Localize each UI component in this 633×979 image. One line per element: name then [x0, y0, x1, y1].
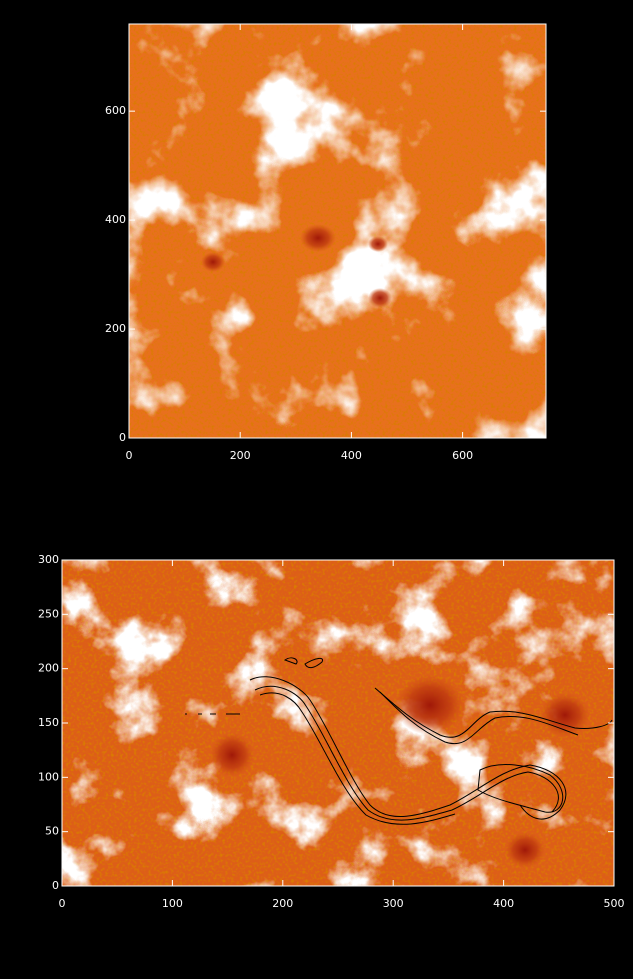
- y-tick-label: 150: [38, 716, 59, 729]
- y-tick-label: 50: [45, 825, 59, 838]
- y-tick-label: 200: [38, 662, 59, 675]
- y-tick-label: 100: [38, 770, 59, 783]
- y-tick-label: 600: [105, 104, 126, 117]
- x-tick-label: 600: [452, 449, 473, 462]
- contour: [379, 691, 579, 745]
- y-tick-label: 250: [38, 607, 59, 620]
- x-tick-label: 200: [230, 449, 251, 462]
- image-panel: 0 100 200 300 400 500 0 50 100 150 200 250 300: [38, 553, 625, 910]
- image-plage: [129, 24, 546, 438]
- x-tick-label: 200: [272, 897, 293, 910]
- sunspot: [395, 675, 465, 735]
- contour: [249, 676, 567, 820]
- y-tick-label: 0: [119, 431, 126, 444]
- image-plage: [62, 560, 614, 886]
- contours: [185, 657, 613, 825]
- sunspot: [368, 288, 392, 308]
- contour: [477, 764, 564, 813]
- sunspot: [210, 733, 254, 777]
- x-tick-label: 0: [126, 449, 133, 462]
- y-tick-label: 300: [38, 553, 59, 566]
- contour: [374, 687, 613, 738]
- sunspot: [201, 252, 225, 272]
- plot-frame: [128, 23, 547, 439]
- y-tick-label: 400: [105, 213, 126, 226]
- x-tick-label: 100: [162, 897, 183, 910]
- x-tick-label: 400: [341, 449, 362, 462]
- x-tick-label: 300: [383, 897, 404, 910]
- y-tick-label: 200: [105, 322, 126, 335]
- sunspot: [505, 832, 545, 868]
- x-tick-label: 0: [59, 897, 66, 910]
- x-tick-label: 500: [604, 897, 625, 910]
- contour: [254, 685, 559, 821]
- x-tick-label: 400: [493, 897, 514, 910]
- sunspot: [368, 236, 388, 252]
- image-panel: 0 200 400 600 0 200 400 600: [105, 23, 547, 462]
- y-tick-label: 0: [52, 879, 59, 892]
- contour: [283, 657, 324, 669]
- sunspot: [300, 224, 336, 252]
- contour: [259, 692, 456, 825]
